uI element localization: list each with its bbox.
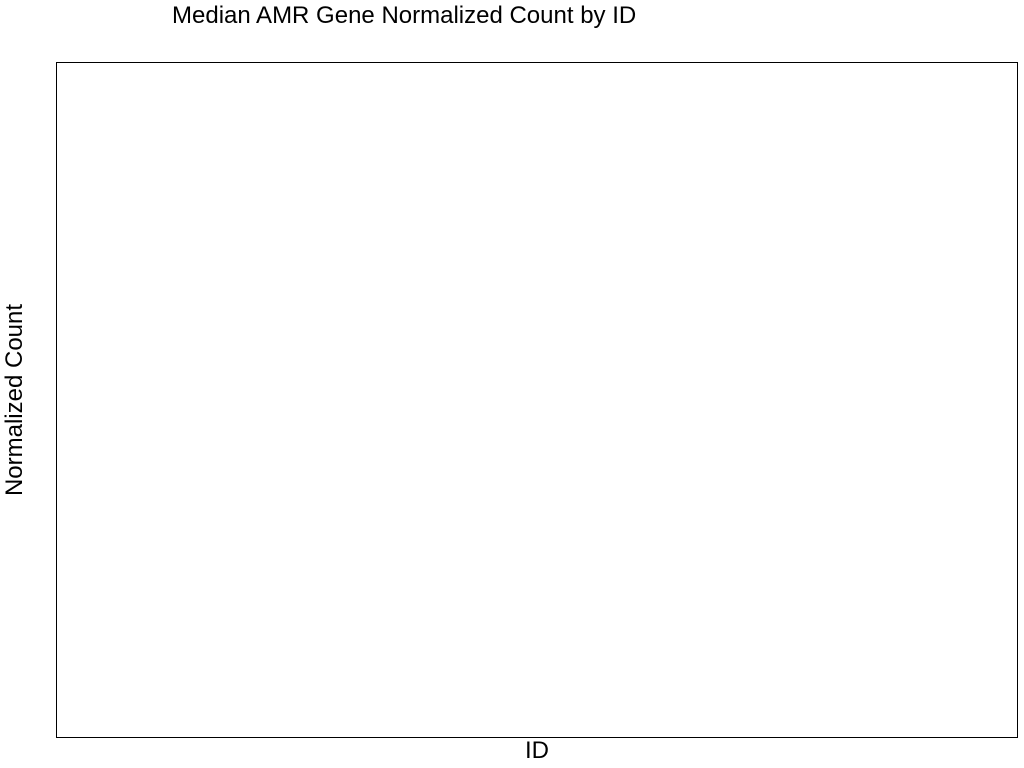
chart-title: Median AMR Gene Normalized Count by ID: [172, 2, 636, 29]
x-axis-label: ID: [525, 737, 549, 764]
y-axis-label: Normalized Count: [1, 304, 28, 496]
plot-panel-border: [56, 62, 1018, 738]
